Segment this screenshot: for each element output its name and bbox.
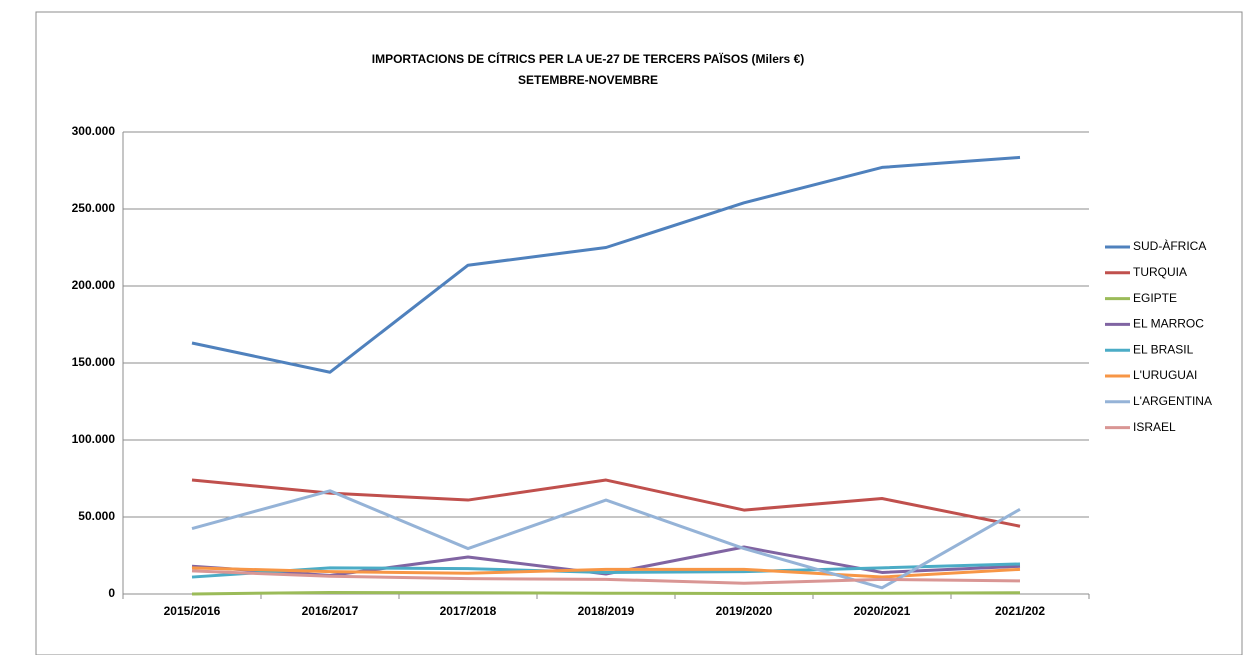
legend-label: SUD-ÀFRICA [1133,238,1206,253]
x-tick-label: 2016/2017 [302,604,359,618]
x-tick-label: 2018/2019 [578,604,635,618]
series-line [191,489,1021,590]
series-line [191,155,1021,374]
series-line [191,562,1021,579]
y-tick-label: 300.000 [72,124,116,138]
x-tick-label: 2021/202 [995,604,1045,618]
x-tick-label: 2019/2020 [716,604,773,618]
x-tick-label: 2015/2016 [164,604,221,618]
series-line [191,569,1021,585]
legend-label: EL MARROC [1133,317,1204,331]
y-tick-label: 50.000 [78,509,115,523]
y-tick-label: 100.000 [72,432,116,446]
y-tick-label: 200.000 [72,278,116,292]
y-tick-label: 0 [108,586,115,600]
legend-label: EL BRASIL [1133,342,1194,356]
chart-title: IMPORTACIONS DE CÍTRICS PER LA UE-27 DE … [372,51,805,66]
legend-label: L'ARGENTINA [1133,394,1212,408]
series-line [191,590,1021,596]
legend-label: L'URUGUAI [1133,368,1197,382]
x-tick-label: 2020/2021 [854,604,911,618]
y-tick-label: 150.000 [72,355,116,369]
legend-label: ISRAEL [1133,420,1176,434]
legend-label: EGIPTE [1133,291,1177,305]
legend-label: TURQUIA [1133,265,1187,279]
y-tick-label: 250.000 [72,201,116,215]
series-line [191,566,1021,579]
chart-border [35,11,1243,655]
x-tick-label: 2017/2018 [440,604,497,618]
series-line [191,478,1021,528]
chart-subtitle: SETEMBRE-NOVEMBRE [518,73,658,87]
